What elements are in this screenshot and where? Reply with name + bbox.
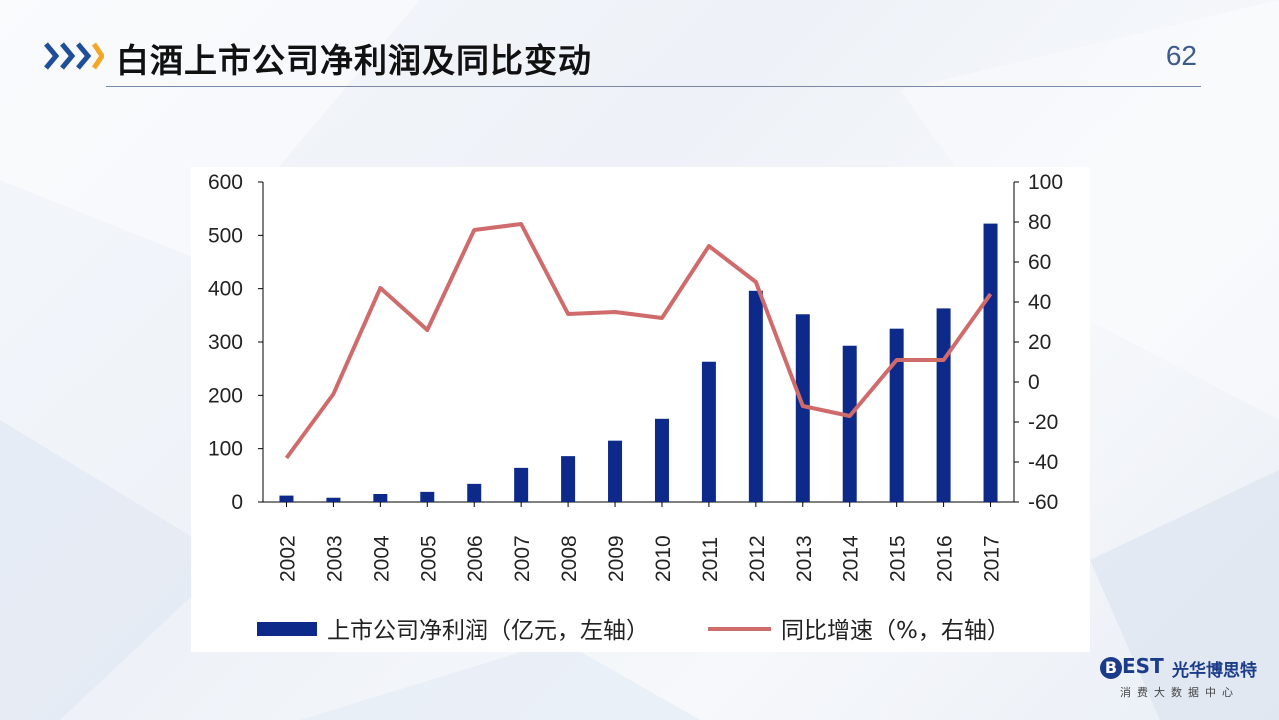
bar xyxy=(279,495,294,502)
chart-panel: 0 100 200 300 400 500 600 -60 -40 -20 0 20 40 60 80 100… xyxy=(191,167,1090,652)
page-number: 62 xyxy=(1165,40,1197,71)
x-tick-label: 2006 xyxy=(464,535,487,582)
logo-b-icon: B xyxy=(1100,657,1122,679)
y-left-tick-label: 600 xyxy=(208,171,243,194)
x-tick-label: 2015 xyxy=(887,535,910,582)
bar xyxy=(608,440,623,502)
y-right-tick-label: 60 xyxy=(1028,251,1051,274)
x-tick-label: 2008 xyxy=(558,535,581,582)
x-tick-label: 2016 xyxy=(934,535,957,582)
logo-subtitle: 消费大数据中心 xyxy=(1120,686,1239,699)
x-tick-label: 2017 xyxy=(981,535,1004,582)
x-tick-label: 2003 xyxy=(323,535,346,582)
bar xyxy=(514,467,529,502)
bar xyxy=(326,497,341,502)
x-tick-label: 2014 xyxy=(840,535,863,582)
bar xyxy=(748,290,763,502)
x-tick-label: 2011 xyxy=(699,537,722,582)
x-tick-label: 2007 xyxy=(511,535,534,582)
x-tick-label: 2002 xyxy=(276,535,299,582)
combo-chart: 0 100 200 300 400 500 600 -60 -40 -20 0 20 40 60 80 100… xyxy=(208,171,1063,644)
header-divider xyxy=(106,86,1201,87)
y-left-tick-label: 400 xyxy=(208,278,243,301)
y-right-tick-label: 80 xyxy=(1028,211,1051,234)
x-tick-label: 2012 xyxy=(746,535,769,582)
legend-label-line: 同比增速（%，右轴） xyxy=(781,618,1010,644)
logo-mark: B EST xyxy=(1100,654,1164,679)
y-left-tick-label: 300 xyxy=(208,331,243,354)
x-tick-label: 2004 xyxy=(370,535,393,582)
bar xyxy=(983,223,998,502)
bar xyxy=(373,494,388,502)
bar xyxy=(561,456,576,502)
bar xyxy=(654,418,669,502)
x-tick-label: 2013 xyxy=(793,535,816,582)
bar xyxy=(936,308,951,502)
y-right-tick-label: -20 xyxy=(1028,411,1058,434)
y-left-tick-label: 500 xyxy=(208,224,243,247)
logo-name: 光华博思特 xyxy=(1172,661,1257,681)
y-right-tick-label: -40 xyxy=(1028,451,1058,474)
y-right-tick-label: 0 xyxy=(1028,371,1040,394)
x-tick-label: 2005 xyxy=(417,535,440,582)
bar xyxy=(467,483,482,502)
y-right-tick-label: -60 xyxy=(1028,491,1058,514)
bar xyxy=(889,328,904,502)
brand-logo: B EST 光华博思特 消费大数据中心 xyxy=(1100,654,1265,706)
bar xyxy=(795,314,810,502)
y-right-tick-label: 20 xyxy=(1028,331,1051,354)
bar xyxy=(842,345,857,502)
y-right-tick-label: 100 xyxy=(1028,171,1063,194)
y-left-tick-label: 200 xyxy=(208,384,243,407)
bar xyxy=(701,361,716,502)
x-tick-label: 2010 xyxy=(652,535,675,582)
legend-label-bar: 上市公司净利润（亿元，左轴） xyxy=(327,618,649,644)
slide-title: 白酒上市公司净利润及同比变动 xyxy=(116,41,592,80)
x-tick-label: 2009 xyxy=(605,535,628,582)
y-left-tick-label: 0 xyxy=(231,491,243,514)
growth-line xyxy=(284,222,993,460)
bar xyxy=(420,491,435,502)
y-left-tick-label: 100 xyxy=(208,438,243,461)
y-right-tick-label: 40 xyxy=(1028,291,1051,314)
legend-swatch-bar xyxy=(257,622,317,636)
chevron-right-icon xyxy=(44,42,104,70)
